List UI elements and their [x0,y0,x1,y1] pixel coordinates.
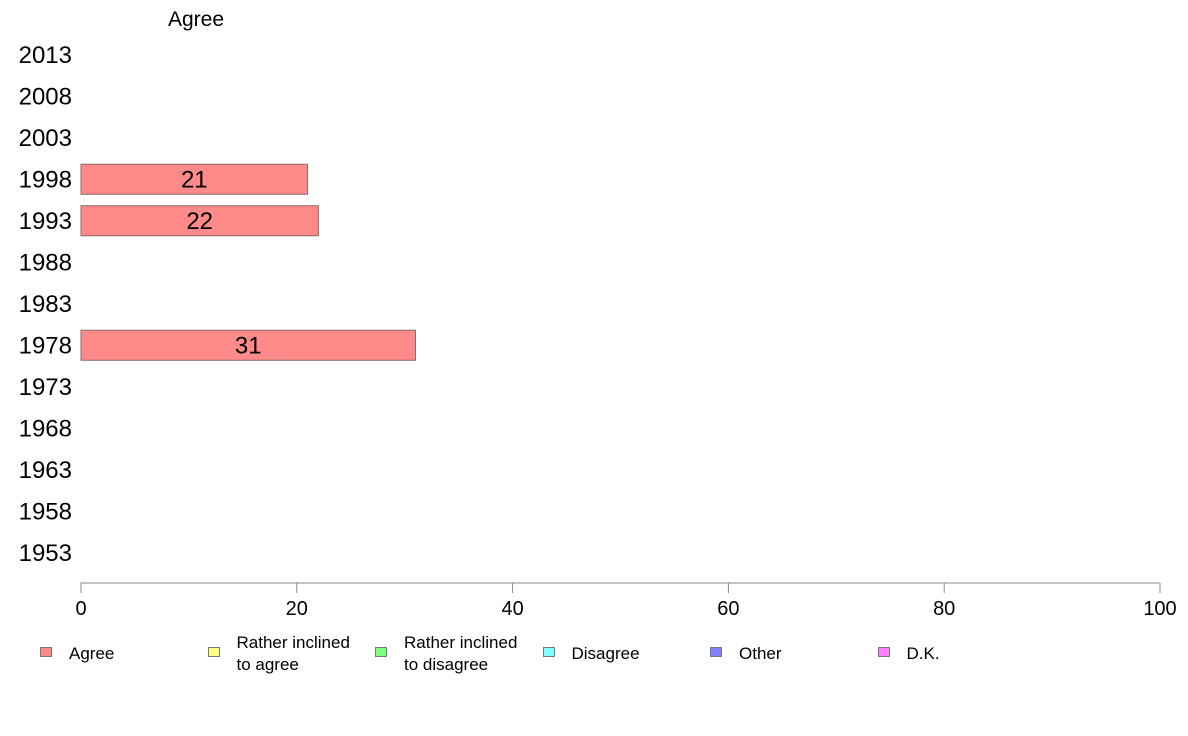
x-axis: 0 20 40 60 80 100 [75,582,1177,620]
legend-label: Rather inclined to agree [236,633,350,674]
legend: Agree Rather inclined to agree Rather incli… [0,630,1188,680]
chart-title: Agree [168,8,224,31]
y-tick-label-1993: 1993 [19,208,72,235]
bar-1993 [80,205,319,237]
legend-swatch [40,647,52,657]
legend-label: D.K. [906,644,940,663]
x-tick-label-0: 0 [75,598,86,620]
x-tick-label-40: 40 [501,598,523,620]
data-label-1993: 22 [186,208,213,235]
legend-swatch [542,647,555,657]
y-tick-label-1953: 1953 [19,540,72,567]
y-tick-label-1988: 1988 [19,249,72,276]
bars: 21 22 31 [80,163,416,361]
x-tick-label-20: 20 [286,598,308,620]
y-axis-labels: 2013 2008 2003 1998 1993 1988 1983 1978 1973 1968… [19,42,72,567]
bar-1998 [80,163,309,195]
legend-swatch [375,647,387,657]
x-tick-label-80: 80 [933,598,955,620]
y-tick-label-2008: 2008 [19,83,72,110]
x-tick-label-60: 60 [717,598,739,620]
y-tick-label-1968: 1968 [19,415,72,442]
y-tick-label-1983: 1983 [19,291,72,318]
data-label-1978: 31 [235,332,262,359]
x-tick-label-100: 100 [1143,598,1176,620]
y-tick-label-1958: 1958 [19,498,72,525]
data-label-1998: 21 [181,166,208,193]
y-tick-label-1973: 1973 [19,374,72,401]
legend-label: Disagree [571,644,640,663]
bar-chart: Agree 2013 2008 2003 1998 1993 1988 1983 1978 19… [19,8,1177,620]
bar-1978 [80,329,416,361]
legend-label: Rather inclined to disagree [404,633,518,674]
y-tick-label-1963: 1963 [19,457,72,484]
legend-label: Other [739,644,782,663]
y-tick-label-1978: 1978 [19,332,72,359]
legend-swatch [877,647,890,657]
y-tick-label-2003: 2003 [19,125,72,152]
legend-swatch [710,647,722,657]
legend-label: Agree [69,644,115,663]
legend-swatch [207,647,220,657]
y-tick-label-1998: 1998 [19,166,72,193]
y-tick-label-2013: 2013 [19,42,72,69]
